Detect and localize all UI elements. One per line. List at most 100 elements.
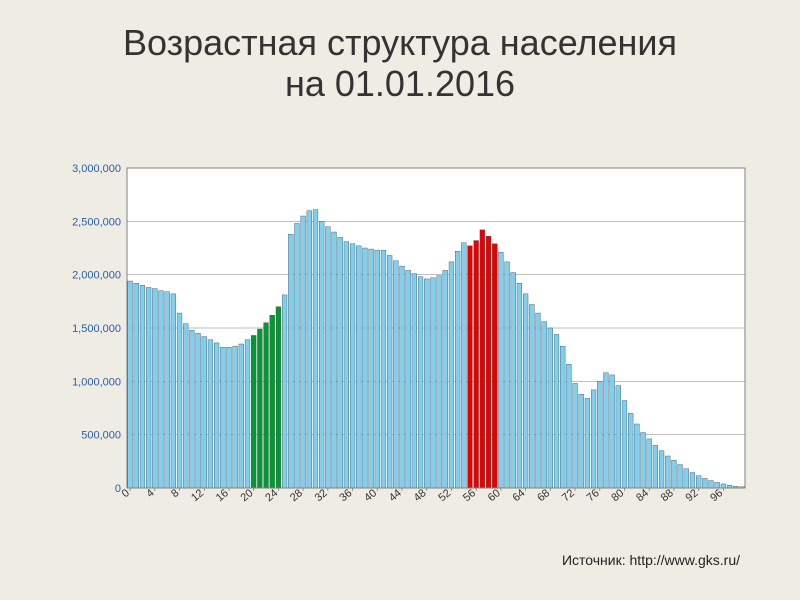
bar bbox=[505, 262, 510, 488]
svg-text:36: 36 bbox=[337, 487, 354, 504]
svg-text:56: 56 bbox=[461, 487, 478, 504]
bar bbox=[511, 273, 516, 488]
bar bbox=[480, 230, 485, 488]
bar bbox=[647, 439, 652, 488]
y-tick-label: 0 bbox=[115, 483, 121, 495]
svg-text:32: 32 bbox=[313, 487, 330, 504]
svg-text:40: 40 bbox=[362, 487, 379, 504]
bar bbox=[276, 307, 281, 488]
bar bbox=[622, 401, 627, 488]
svg-text:28: 28 bbox=[288, 487, 305, 504]
bar bbox=[400, 266, 405, 488]
bar bbox=[301, 216, 306, 488]
bar bbox=[270, 315, 275, 488]
bar bbox=[548, 328, 553, 488]
bar bbox=[282, 295, 287, 488]
bar bbox=[430, 278, 435, 488]
x-tick-label: 24 bbox=[263, 487, 280, 504]
bar bbox=[721, 484, 726, 488]
svg-text:80: 80 bbox=[609, 487, 626, 504]
bar bbox=[498, 252, 503, 488]
bar bbox=[702, 478, 707, 488]
bar bbox=[536, 313, 541, 488]
title-line-2: на 01.01.2016 bbox=[285, 63, 515, 104]
bar bbox=[659, 451, 664, 488]
x-tick-label: 36 bbox=[337, 487, 354, 504]
age-structure-chart: 0500,0001,000,0001,500,0002,000,0002,500… bbox=[65, 160, 749, 523]
bar bbox=[202, 337, 207, 488]
bar bbox=[208, 340, 213, 488]
bar bbox=[672, 460, 677, 488]
x-tick-label: 52 bbox=[436, 487, 453, 504]
bar bbox=[437, 276, 442, 488]
bar bbox=[542, 322, 547, 488]
bar bbox=[412, 274, 417, 488]
bar bbox=[381, 250, 386, 488]
bar bbox=[257, 329, 262, 488]
y-tick-label: 1,000,000 bbox=[72, 376, 121, 388]
x-tick-label: 60 bbox=[486, 487, 503, 504]
svg-text:88: 88 bbox=[659, 487, 676, 504]
bar bbox=[573, 383, 578, 488]
x-tick-label: 80 bbox=[609, 487, 626, 504]
slide: Возрастная структура населения на 01.01.… bbox=[0, 0, 800, 600]
svg-text:48: 48 bbox=[412, 487, 429, 504]
bar bbox=[443, 270, 448, 488]
bar bbox=[332, 232, 337, 488]
svg-text:92: 92 bbox=[683, 487, 700, 504]
bar bbox=[690, 473, 695, 488]
x-tick-label: 96 bbox=[708, 487, 725, 504]
svg-text:44: 44 bbox=[387, 487, 404, 504]
bar bbox=[591, 390, 596, 488]
bar bbox=[363, 248, 368, 488]
bar bbox=[189, 330, 194, 488]
bar bbox=[678, 465, 683, 488]
svg-text:64: 64 bbox=[510, 487, 527, 504]
bar bbox=[295, 223, 300, 488]
y-tick-label: 500,000 bbox=[81, 430, 121, 442]
x-tick-label: 92 bbox=[683, 487, 700, 504]
bar bbox=[196, 333, 201, 488]
bar bbox=[424, 279, 429, 488]
bar bbox=[183, 324, 188, 488]
bar bbox=[597, 381, 602, 488]
x-tick-label: 12 bbox=[189, 487, 206, 504]
x-tick-label: 44 bbox=[387, 487, 404, 504]
x-tick-label: 72 bbox=[560, 487, 577, 504]
bar bbox=[579, 394, 584, 488]
svg-text:72: 72 bbox=[560, 487, 577, 504]
bar bbox=[554, 334, 559, 488]
bar bbox=[566, 364, 571, 488]
bar bbox=[251, 335, 256, 488]
y-tick-label: 2,500,000 bbox=[72, 216, 121, 228]
chart-svg: 0500,0001,000,0001,500,0002,000,0002,500… bbox=[65, 160, 749, 518]
bar bbox=[696, 476, 701, 488]
svg-text:68: 68 bbox=[535, 487, 552, 504]
bar bbox=[461, 243, 466, 488]
bar bbox=[560, 346, 565, 488]
bar bbox=[356, 246, 361, 488]
y-tick-label: 3,000,000 bbox=[72, 163, 121, 175]
bar bbox=[634, 424, 639, 488]
bar bbox=[165, 292, 170, 488]
x-tick-label: 64 bbox=[510, 487, 527, 504]
bar bbox=[406, 270, 411, 488]
bar bbox=[585, 398, 590, 488]
bar bbox=[325, 227, 330, 488]
bar bbox=[245, 340, 250, 488]
bar bbox=[344, 242, 349, 488]
x-tick-label: 40 bbox=[362, 487, 379, 504]
bar bbox=[468, 246, 473, 488]
x-tick-label: 20 bbox=[239, 487, 256, 504]
x-tick-label: 56 bbox=[461, 487, 478, 504]
bar bbox=[449, 262, 454, 488]
bar bbox=[152, 289, 157, 488]
bar bbox=[177, 313, 182, 488]
x-tick-label: 28 bbox=[288, 487, 305, 504]
bar bbox=[523, 294, 528, 488]
bar bbox=[418, 277, 423, 488]
bar bbox=[387, 255, 392, 488]
bar bbox=[214, 343, 219, 488]
page-title: Возрастная структура населения на 01.01.… bbox=[0, 0, 800, 105]
svg-text:12: 12 bbox=[189, 487, 206, 504]
